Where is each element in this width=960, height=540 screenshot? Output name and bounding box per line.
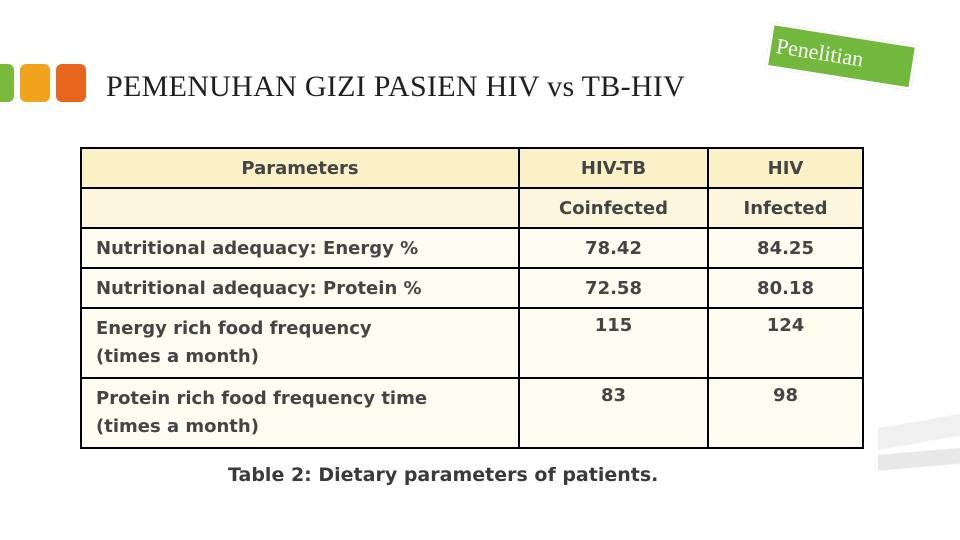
header-parameters: Parameters [80, 147, 520, 189]
row-parameter: Energy rich food frequency (times a mont… [80, 307, 520, 379]
table-row: Energy rich food frequency (times a mont… [80, 307, 864, 379]
header-hiv-tb: HIV-TB [517, 147, 710, 189]
parameter-line: (times a month) [96, 416, 259, 437]
dietary-parameters-table: Parameters HIV-TB HIV Coinfected Infecte… [80, 147, 864, 449]
row-hiv-tb-value: 78.42 [517, 227, 710, 269]
row-hiv-value: 80.18 [707, 267, 864, 309]
row-parameter: Nutritional adequacy: Energy % [80, 227, 520, 269]
subheader-coinfected: Coinfected [517, 187, 710, 229]
table-header-row: Parameters HIV-TB HIV [80, 147, 864, 189]
row-hiv-value: 98 [707, 377, 864, 449]
row-parameter: Protein rich food frequency time (times … [80, 377, 520, 449]
table-row: Nutritional adequacy: Energy % 78.42 84.… [80, 227, 864, 269]
yellow-bar [20, 64, 50, 102]
parameter-line: Nutritional adequacy: Protein % [96, 277, 422, 299]
subheader-infected: Infected [707, 187, 864, 229]
parameter-line: Protein rich food frequency time [96, 388, 428, 409]
subheader-empty [80, 187, 520, 229]
orange-bar [56, 64, 86, 102]
parameter-line: (times a month) [96, 346, 259, 367]
row-hiv-tb-value: 83 [517, 377, 710, 449]
parameter-line: Nutritional adequacy: Energy % [96, 237, 419, 259]
table-caption: Table 2: Dietary parameters of patients. [228, 464, 659, 486]
table-subheader-row: Coinfected Infected [80, 187, 864, 229]
row-hiv-tb-value: 115 [517, 307, 710, 379]
row-hiv-tb-value: 72.58 [517, 267, 710, 309]
parameter-line: Energy rich food frequency [96, 318, 372, 339]
table-image: Parameters HIV-TB HIV Coinfected Infecte… [78, 145, 878, 497]
header-hiv: HIV [707, 147, 864, 189]
row-hiv-value: 84.25 [707, 227, 864, 269]
green-bar [0, 64, 14, 102]
table-row: Nutritional adequacy: Protein % 72.58 80… [80, 267, 864, 309]
table-row: Protein rich food frequency time (times … [80, 377, 864, 449]
slide-title: PEMENUHAN GIZI PASIEN HIV vs TB-HIV [106, 70, 686, 103]
decorative-bars [0, 64, 86, 102]
row-parameter: Nutritional adequacy: Protein % [80, 267, 520, 309]
row-hiv-value: 124 [707, 307, 864, 379]
